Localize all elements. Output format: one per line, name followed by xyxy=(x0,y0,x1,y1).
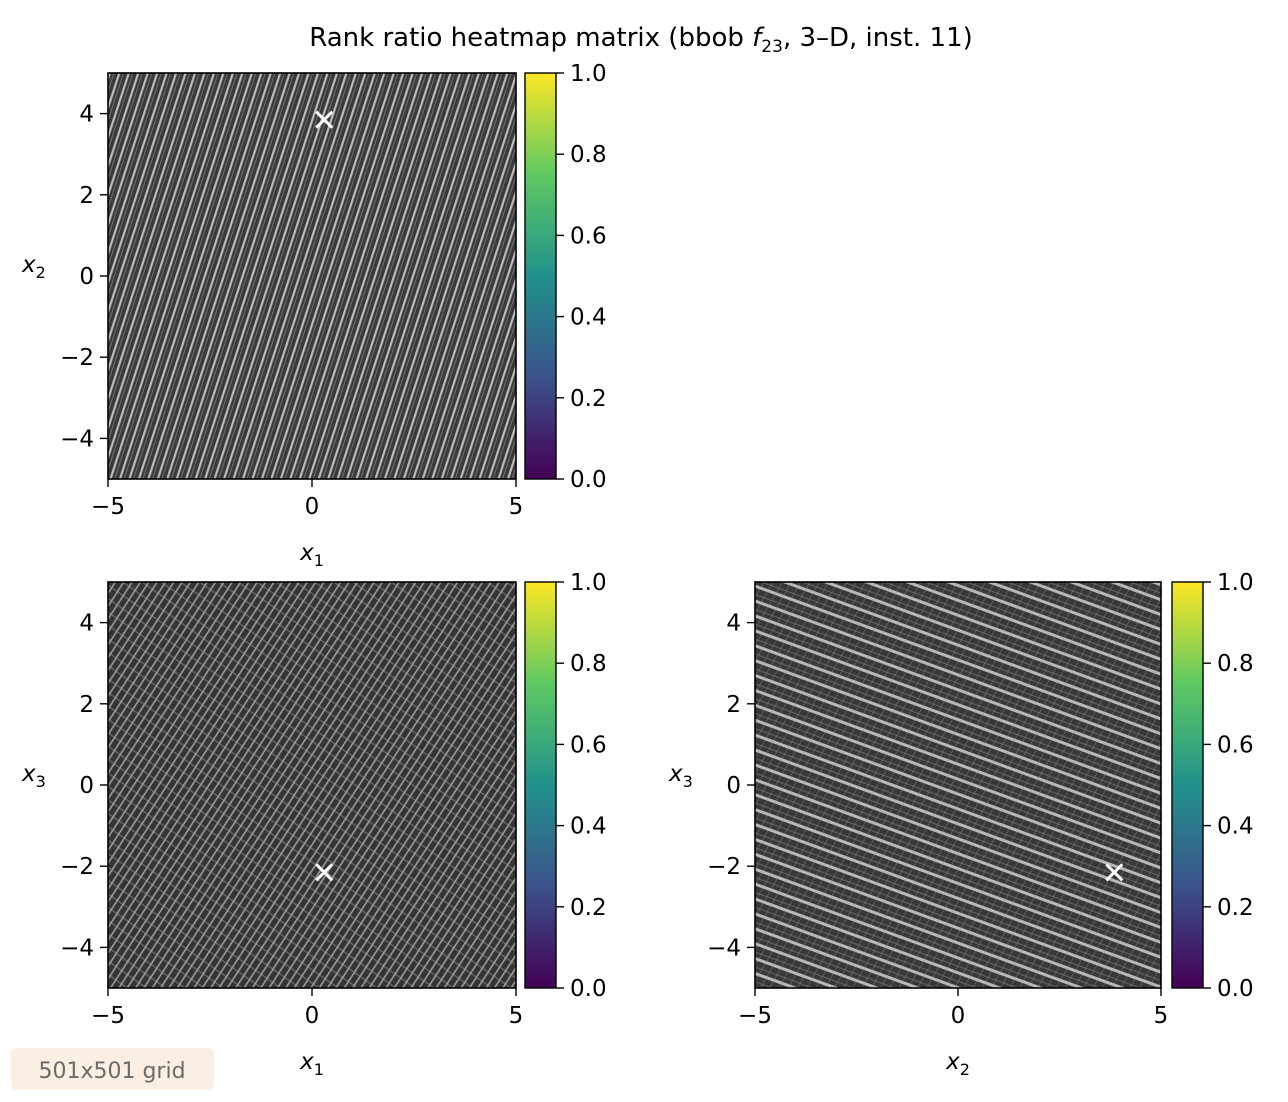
colorbar-tick-label: 0.6 xyxy=(570,223,607,249)
y-tick-label: 0 xyxy=(79,773,94,799)
colorbar: 0.0 0.2 0.4 0.6 0.8 1.0 xyxy=(524,570,607,1002)
heatmap-overlay xyxy=(108,582,516,988)
x-tick-label: 5 xyxy=(509,1003,524,1029)
heatmap-image xyxy=(108,73,516,479)
panel-x1-x2: −5 0 5 −4 −2 0 2 4 x1 x2 0.0 0.2 0.4 0.6 0.8 1.0 xyxy=(21,61,607,570)
y-tick-label: 4 xyxy=(726,611,741,637)
y-tick-label: 2 xyxy=(79,183,94,209)
y-axis-label: x3 xyxy=(21,761,46,791)
colorbar-tick-label: 1.0 xyxy=(570,570,607,596)
colorbar-tick-label: 0.4 xyxy=(570,305,607,331)
x-tick-label: 0 xyxy=(305,494,320,520)
colorbar-tick-label: 0.0 xyxy=(570,467,607,493)
x-tick-label: 0 xyxy=(305,1003,320,1029)
colorbar-tick-label: 0.8 xyxy=(1217,651,1254,677)
colorbar-gradient xyxy=(524,581,557,989)
panel-x2-x3: −5 0 5 −4 −2 0 2 4 x2 x3 0.0 0.2 0.4 0.6 0.8 1.0 xyxy=(668,570,1254,1079)
colorbar-tick-label: 0.6 xyxy=(570,732,607,758)
optimum-marker xyxy=(315,863,334,882)
colorbar-tick-label: 0.6 xyxy=(1217,732,1254,758)
y-tick-label: −4 xyxy=(707,935,741,961)
y-axis-label: x3 xyxy=(668,761,693,791)
colorbar-tick-label: 1.0 xyxy=(1217,570,1254,596)
y-tick-label: 0 xyxy=(79,264,94,290)
colorbar-tick-label: 0.0 xyxy=(1217,976,1254,1002)
colorbar-tick-label: 0.8 xyxy=(570,651,607,677)
colorbar-gradient xyxy=(524,72,557,480)
colorbar: 0.0 0.2 0.4 0.6 0.8 1.0 xyxy=(1171,570,1254,1002)
x-axis-label: x2 xyxy=(945,1049,970,1079)
y-tick-label: 0 xyxy=(726,773,741,799)
y-tick-label: 2 xyxy=(726,692,741,718)
optimum-marker xyxy=(315,110,334,129)
colorbar-tick-label: 0.2 xyxy=(570,386,607,412)
x-tick-label: 0 xyxy=(951,1003,966,1029)
colorbar-tick-label: 0.0 xyxy=(570,976,607,1002)
y-axis-label: x2 xyxy=(21,252,46,282)
optimum-marker xyxy=(1105,863,1124,882)
grid-note-text: 501x501 grid xyxy=(38,1059,185,1084)
colorbar-tick-label: 0.2 xyxy=(570,895,607,921)
colorbar-tick-label: 0.8 xyxy=(570,142,607,168)
grid-note-badge: 501x501 grid xyxy=(11,1048,214,1090)
x-tick-label: −5 xyxy=(91,1003,125,1029)
y-tick-label: −4 xyxy=(60,426,94,452)
y-tick-label: 2 xyxy=(79,692,94,718)
colorbar-tick-label: 0.2 xyxy=(1217,895,1254,921)
figure-title: Rank ratio heatmap matrix (bbob f23, 3–D… xyxy=(309,23,973,57)
y-tick-label: −2 xyxy=(707,854,741,880)
heatmap-overlay xyxy=(755,582,1161,988)
y-tick-label: −2 xyxy=(60,854,94,880)
y-tick-label: −4 xyxy=(60,935,94,961)
x-axis-label: x1 xyxy=(299,1049,324,1079)
x-axis-label: x1 xyxy=(299,540,324,570)
y-tick-label: −2 xyxy=(60,345,94,371)
colorbar-tick-label: 0.4 xyxy=(1217,814,1254,840)
colorbar: 0.0 0.2 0.4 0.6 0.8 1.0 xyxy=(524,61,607,493)
x-tick-label: −5 xyxy=(91,494,125,520)
x-tick-label: 5 xyxy=(509,494,524,520)
colorbar-tick-label: 1.0 xyxy=(570,61,607,87)
y-tick-label: 4 xyxy=(79,102,94,128)
y-tick-label: 4 xyxy=(79,611,94,637)
panel-x1-x3: −5 0 5 −4 −2 0 2 4 x1 x3 0.0 0.2 0.4 0.6 0.8 1.0 xyxy=(21,570,607,1079)
colorbar-gradient xyxy=(1171,581,1204,989)
x-tick-label: −5 xyxy=(738,1003,772,1029)
x-tick-label: 5 xyxy=(1154,1003,1169,1029)
colorbar-tick-label: 0.4 xyxy=(570,814,607,840)
